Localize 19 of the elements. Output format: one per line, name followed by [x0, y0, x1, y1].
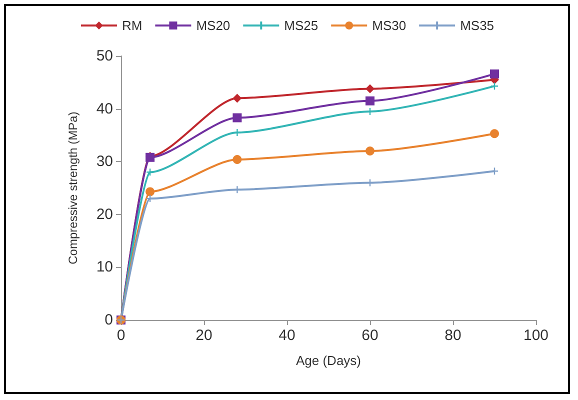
- legend-label: MS35: [460, 18, 494, 33]
- y-tick-label: 0: [104, 312, 113, 328]
- x-tick-label: 100: [523, 327, 549, 344]
- x-tick-label: 40: [278, 327, 296, 344]
- y-tick-label: 20: [96, 206, 113, 223]
- x-tick-label: 20: [196, 327, 212, 344]
- x-tick-label: 60: [362, 327, 378, 344]
- legend-label: RM: [122, 18, 142, 33]
- legend-label: MS20: [196, 18, 230, 33]
- x-tick-label: 80: [444, 327, 462, 344]
- legend-label: MS25: [284, 18, 318, 33]
- y-tick-label: 10: [96, 258, 113, 276]
- y-tick-label: 50: [96, 48, 113, 64]
- y-tick-label: 40: [96, 100, 113, 118]
- y-tick-label: 30: [96, 153, 113, 170]
- y-axis-title: Compressive strength (MPa): [66, 112, 80, 264]
- legend-label: MS30: [372, 18, 406, 33]
- x-tick-label: 0: [116, 327, 126, 344]
- x-axis-title: Age (Days): [296, 353, 362, 368]
